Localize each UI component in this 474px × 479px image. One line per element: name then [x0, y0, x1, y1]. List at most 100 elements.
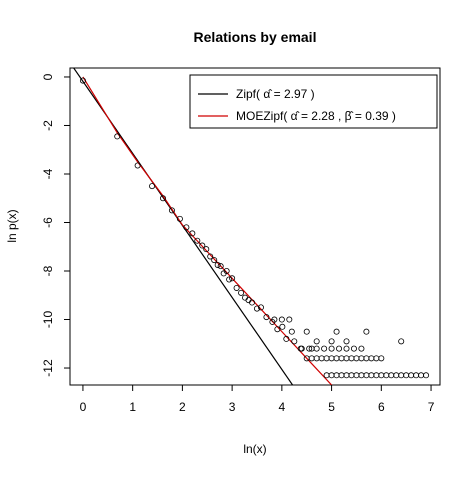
point	[403, 372, 410, 379]
point	[368, 355, 375, 362]
point	[328, 338, 335, 345]
point	[358, 372, 365, 379]
point	[203, 246, 210, 253]
legend-label: MOEZipf( α̂ = 2.28 , β̂ = 0.39 )	[236, 109, 396, 123]
point	[183, 224, 190, 231]
point	[343, 355, 350, 362]
x-tick-label: 3	[229, 400, 236, 414]
point	[323, 372, 330, 379]
point	[373, 355, 380, 362]
point	[233, 284, 240, 291]
y-tick-label: -2	[41, 120, 55, 131]
x-tick-label: 2	[179, 400, 186, 414]
plot-area	[72, 68, 430, 385]
y-tick-label: -6	[41, 217, 55, 228]
point	[413, 372, 420, 379]
point	[194, 237, 201, 244]
point	[283, 335, 290, 342]
point	[343, 372, 350, 379]
point	[321, 345, 328, 352]
point	[423, 372, 430, 379]
point	[373, 372, 380, 379]
point	[358, 355, 365, 362]
point	[199, 242, 206, 249]
legend-label: Zipf( α̂ = 2.97 )	[236, 87, 315, 101]
point	[168, 207, 175, 214]
point	[149, 183, 156, 190]
point	[159, 195, 166, 202]
point	[333, 355, 340, 362]
point	[418, 372, 425, 379]
point	[328, 345, 335, 352]
x-axis-label: ln(x)	[243, 442, 266, 456]
point	[383, 372, 390, 379]
x-tick-label: 5	[328, 400, 335, 414]
point	[114, 133, 121, 140]
point	[214, 261, 221, 268]
y-tick-label: -10	[41, 311, 55, 329]
point	[338, 372, 345, 379]
point	[343, 338, 350, 345]
legend: Zipf( α̂ = 2.97 ) MOEZipf( α̂ = 2.28 , β̂…	[189, 74, 438, 129]
point	[388, 372, 395, 379]
legend-box	[189, 74, 438, 129]
point	[291, 338, 298, 345]
y-axis-label: ln p(x)	[5, 209, 19, 242]
point	[328, 355, 335, 362]
point	[353, 372, 360, 379]
point	[176, 215, 183, 222]
y-tick-label: 0	[41, 73, 55, 80]
point	[217, 263, 224, 270]
point	[363, 328, 370, 335]
x-tick-label: 7	[428, 400, 435, 414]
point	[328, 372, 335, 379]
point	[229, 275, 236, 282]
point	[207, 253, 214, 260]
y-tick-label: -8	[41, 265, 55, 276]
point	[363, 355, 370, 362]
point	[249, 299, 256, 306]
chart-title: Relations by email	[194, 29, 317, 45]
point	[298, 345, 305, 352]
point	[313, 355, 320, 362]
point	[350, 345, 357, 352]
point	[303, 328, 310, 335]
point	[313, 345, 320, 352]
point	[348, 372, 355, 379]
point	[368, 372, 375, 379]
point	[353, 355, 360, 362]
point	[333, 372, 340, 379]
point	[336, 345, 343, 352]
point	[263, 314, 270, 321]
point	[189, 230, 196, 237]
point	[338, 355, 345, 362]
point	[358, 345, 365, 352]
point	[274, 326, 281, 333]
point	[257, 304, 264, 311]
point	[211, 257, 218, 264]
point	[343, 345, 350, 352]
point	[286, 316, 293, 323]
point	[323, 355, 330, 362]
point	[134, 162, 141, 169]
point	[398, 372, 405, 379]
point	[313, 338, 320, 345]
x-tick-label: 6	[378, 400, 385, 414]
x-tick-label: 0	[80, 400, 87, 414]
y-tick-label: -12	[41, 359, 55, 377]
point	[308, 355, 315, 362]
point	[363, 372, 370, 379]
y-tick-label: -4	[41, 168, 55, 179]
point	[226, 276, 233, 283]
point	[223, 268, 230, 275]
point	[408, 372, 415, 379]
point	[79, 77, 86, 84]
point	[306, 345, 313, 352]
point	[333, 328, 340, 335]
point	[393, 372, 400, 379]
x-tick-label: 1	[129, 400, 136, 414]
point	[271, 316, 278, 323]
point	[279, 323, 286, 330]
point	[288, 328, 295, 335]
